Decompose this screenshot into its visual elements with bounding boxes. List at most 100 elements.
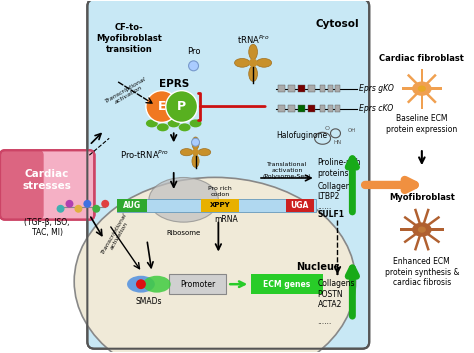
Circle shape [191, 138, 200, 146]
Circle shape [74, 205, 82, 213]
FancyBboxPatch shape [35, 150, 95, 220]
Text: P: P [177, 100, 186, 113]
Text: Promoter: Promoter [180, 280, 215, 289]
Bar [278, 85, 285, 92]
Text: UGA: UGA [291, 201, 309, 210]
Ellipse shape [143, 276, 171, 293]
Text: ......: ...... [318, 202, 332, 211]
Text: Transcriptional
activation: Transcriptional activation [104, 76, 150, 109]
Text: O: O [325, 126, 330, 131]
FancyArrow shape [422, 88, 442, 90]
Text: HN: HN [333, 140, 342, 145]
FancyBboxPatch shape [10, 150, 95, 220]
Text: Cytosol: Cytosol [316, 19, 359, 29]
Text: CF-to-
Myofibroblast
transition: CF-to- Myofibroblast transition [96, 23, 162, 54]
Text: Baseline ECM
protein expression: Baseline ECM protein expression [386, 114, 457, 134]
Text: Myofibroblast: Myofibroblast [389, 193, 455, 202]
Text: (TGF-β, ISO,
TAC, MI): (TGF-β, ISO, TAC, MI) [24, 218, 70, 237]
Circle shape [56, 205, 64, 213]
Ellipse shape [249, 66, 257, 82]
Ellipse shape [179, 124, 191, 131]
Bar [288, 85, 295, 92]
Circle shape [101, 200, 109, 208]
Bar [117, 199, 147, 212]
Circle shape [166, 91, 198, 122]
FancyBboxPatch shape [3, 150, 95, 220]
Text: EPRS: EPRS [159, 79, 189, 89]
FancyBboxPatch shape [43, 150, 95, 220]
Bar [288, 105, 295, 112]
Ellipse shape [235, 59, 250, 67]
Bar [319, 105, 325, 112]
FancyBboxPatch shape [87, 0, 369, 349]
FancyBboxPatch shape [46, 150, 95, 220]
Bar [117, 199, 316, 212]
Bar [298, 85, 305, 92]
Ellipse shape [192, 149, 199, 156]
FancyArrow shape [420, 89, 423, 108]
Text: Pro-tRNA$^{Pro}$: Pro-tRNA$^{Pro}$ [119, 148, 169, 161]
Bar [328, 105, 332, 112]
Ellipse shape [198, 149, 211, 156]
Circle shape [136, 279, 146, 289]
FancyBboxPatch shape [5, 150, 95, 220]
Bar [308, 85, 315, 92]
Ellipse shape [190, 119, 201, 127]
FancyBboxPatch shape [40, 150, 95, 220]
Ellipse shape [74, 177, 356, 353]
FancyArrow shape [421, 229, 440, 244]
FancyArrow shape [420, 229, 430, 251]
FancyBboxPatch shape [32, 150, 95, 220]
FancyArrow shape [422, 228, 444, 231]
Text: SMADs: SMADs [136, 297, 162, 306]
FancyBboxPatch shape [27, 150, 95, 220]
Circle shape [83, 200, 91, 208]
FancyArrow shape [414, 209, 423, 230]
Bar [278, 105, 285, 112]
FancyArrow shape [407, 88, 423, 103]
Text: Collagens
POSTN
ACTA2: Collagens POSTN ACTA2 [318, 279, 355, 309]
Text: tRNA$^{Pro}$: tRNA$^{Pro}$ [237, 34, 269, 46]
Bar [201, 199, 239, 212]
Text: ECM genes: ECM genes [263, 280, 310, 289]
FancyBboxPatch shape [13, 150, 95, 220]
Ellipse shape [180, 149, 193, 156]
Ellipse shape [249, 44, 257, 60]
FancyArrow shape [414, 229, 423, 251]
Circle shape [65, 200, 73, 208]
Bar [286, 199, 314, 212]
Text: OH: OH [347, 128, 356, 133]
Text: Halofuginone: Halofuginone [276, 131, 327, 140]
Circle shape [92, 205, 100, 213]
Text: Cardiac fibroblast: Cardiac fibroblast [379, 54, 464, 63]
Bar [308, 105, 315, 112]
Text: Nucleus: Nucleus [296, 262, 339, 272]
Ellipse shape [168, 119, 180, 127]
Text: SULF1: SULF1 [318, 210, 345, 219]
Text: Eprs cKO: Eprs cKO [359, 104, 393, 113]
Text: XPPY: XPPY [210, 202, 231, 208]
Bar [319, 85, 325, 92]
Text: ......: ...... [318, 317, 332, 326]
FancyArrow shape [421, 216, 440, 231]
Ellipse shape [192, 137, 199, 150]
Text: Pro: Pro [187, 47, 201, 56]
Bar [336, 85, 340, 92]
Text: Enhanced ECM
protein synthesis &
cardiac fibrosis: Enhanced ECM protein synthesis & cardiac… [384, 257, 459, 287]
Bar [336, 105, 340, 112]
FancyArrow shape [402, 88, 422, 90]
Bar [298, 105, 305, 112]
Ellipse shape [412, 82, 432, 96]
Text: mRNA: mRNA [214, 215, 238, 224]
Bar [328, 85, 332, 92]
Ellipse shape [412, 222, 432, 237]
Circle shape [146, 91, 178, 122]
Text: Eprs gKO: Eprs gKO [359, 84, 394, 93]
FancyBboxPatch shape [16, 150, 95, 220]
Ellipse shape [146, 119, 158, 127]
FancyBboxPatch shape [48, 150, 95, 220]
Text: Ribosome: Ribosome [166, 229, 201, 235]
FancyBboxPatch shape [29, 150, 95, 220]
FancyBboxPatch shape [0, 150, 95, 220]
FancyArrow shape [420, 69, 423, 89]
